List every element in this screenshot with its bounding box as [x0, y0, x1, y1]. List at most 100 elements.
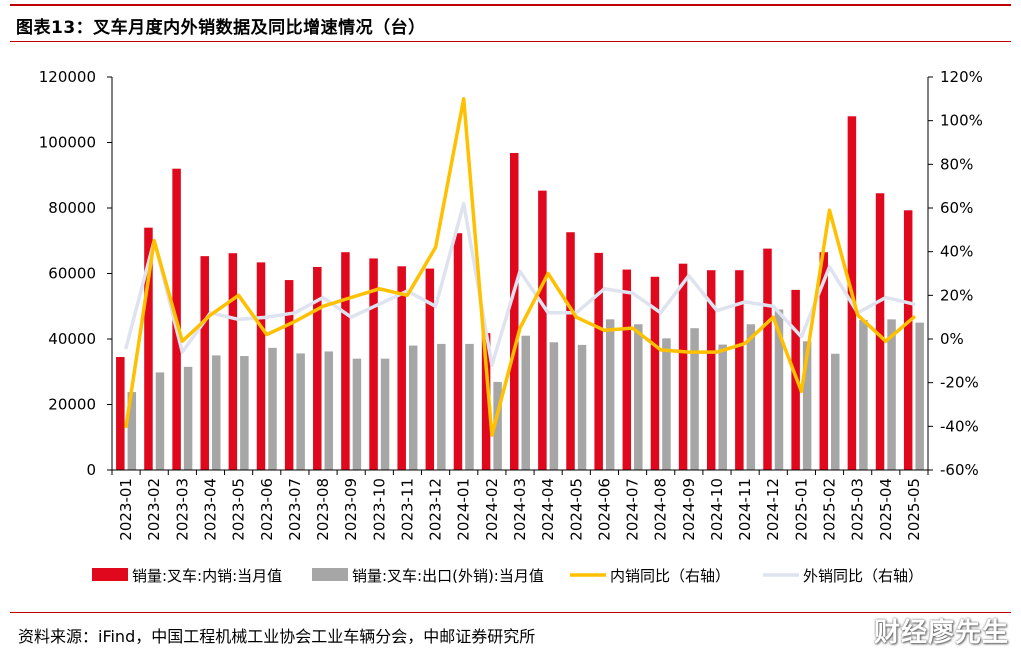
- right-y-axis: -60% -40% -20% 0% 20% 40% 60% 80% 100% 120%: [927, 68, 983, 479]
- bar-export-sales: [802, 341, 812, 470]
- bottom-rule: [10, 612, 1011, 613]
- legend-swatch: [92, 568, 128, 581]
- legend-label: 内销同比（右轴）: [610, 567, 730, 585]
- bar-export-sales: [859, 320, 868, 470]
- legend-item: 外销同比（右轴）: [763, 567, 923, 585]
- bar-domestic-sales: [903, 210, 913, 471]
- bar-domestic-sales: [144, 227, 153, 470]
- chart-title: 图表13：叉车月度内外销数据及同比增速情况（台）: [16, 18, 426, 38]
- x-axis-tick-label: 2025-05: [905, 478, 923, 541]
- bar-export-sales: [465, 343, 474, 470]
- bar-export-sales: [183, 366, 193, 470]
- x-axis-tick-label: 2024-12: [764, 478, 782, 541]
- x-axis-tick-label: 2024-04: [539, 478, 557, 541]
- bar-series: [116, 116, 924, 471]
- bar-export-sales: [380, 358, 390, 470]
- right-axis-tick-label: 80%: [940, 155, 973, 173]
- x-axis-tick-label: 2024-05: [567, 478, 585, 541]
- legend-label: 外销同比（右轴）: [803, 567, 923, 585]
- bar-domestic-sales: [228, 253, 238, 470]
- right-axis-tick-label: 60%: [940, 199, 973, 217]
- title-rule: [10, 41, 1011, 42]
- bar-export-sales: [774, 309, 784, 470]
- bar-export-sales: [408, 345, 418, 470]
- x-axis-tick-label: 2023-09: [342, 478, 360, 541]
- x-axis-tick-label: 2023-10: [370, 478, 388, 541]
- x-axis-tick-label: 2023-07: [286, 478, 304, 541]
- legend-item: 销量:叉车:出口(外销):当月值: [312, 567, 544, 585]
- x-axis-tick-label: 2024-03: [511, 478, 529, 541]
- bar-domestic-sales: [594, 252, 603, 470]
- bar-domestic-sales: [763, 248, 772, 470]
- x-axis-tick-label: 2024-11: [736, 478, 754, 541]
- bar-export-sales: [240, 356, 249, 470]
- bar-domestic-sales: [678, 263, 688, 470]
- right-axis-tick-label: -40%: [940, 417, 979, 435]
- x-axis-tick-label: 2023-03: [173, 478, 191, 541]
- right-axis-tick-label: 120%: [940, 68, 983, 86]
- left-axis-tick-label: 20000: [48, 396, 96, 414]
- bar-domestic-sales: [819, 252, 829, 470]
- legend-label: 销量:叉车:内销:当月值: [132, 567, 282, 585]
- x-axis-tick-label: 2024-08: [652, 478, 670, 541]
- bar-domestic-sales: [875, 193, 885, 470]
- bar-export-sales: [662, 338, 671, 470]
- left-axis-tick-label: 40000: [48, 330, 96, 348]
- x-axis-tick-label: 2025-04: [877, 478, 895, 541]
- x-axis-tick-label: 2023-01: [117, 478, 135, 541]
- bar-export-sales: [352, 358, 362, 470]
- left-y-axis: 0 20000 40000 60000 80000 100000 120000: [39, 68, 113, 479]
- bar-domestic-sales: [735, 270, 744, 470]
- watermark: 财经廖先生: [873, 618, 1009, 648]
- bar-domestic-sales: [200, 256, 209, 470]
- right-axis-tick-label: -20%: [940, 374, 979, 392]
- bar-domestic-sales: [706, 270, 716, 470]
- bar-domestic-sales: [538, 190, 547, 470]
- bar-export-sales: [746, 324, 756, 470]
- bar-export-sales: [831, 353, 840, 470]
- bar-domestic-sales: [481, 333, 491, 470]
- bar-domestic-sales: [566, 232, 575, 470]
- bar-export-sales: [324, 351, 334, 470]
- bar-export-sales: [915, 322, 924, 470]
- x-axis-tick-label: 2025-01: [792, 478, 810, 541]
- x-axis-tick-label: 2023-04: [201, 478, 219, 541]
- x-axis-tick-label: 2024-10: [708, 478, 726, 541]
- bar-export-sales: [718, 344, 727, 470]
- x-axis-tick-label: 2024-06: [595, 478, 613, 541]
- bar-domestic-sales: [650, 276, 660, 470]
- bar-domestic-sales: [284, 280, 294, 470]
- bar-export-sales: [493, 381, 502, 470]
- x-axis-tick-label: 2025-02: [821, 478, 839, 541]
- bar-export-sales: [634, 324, 643, 470]
- bar-domestic-sales: [341, 252, 350, 470]
- bar-export-sales: [155, 372, 165, 470]
- x-axis-tick-label: 2024-07: [624, 478, 642, 541]
- x-axis-tick-label: 2023-06: [258, 478, 276, 541]
- bar-export-sales: [605, 319, 615, 470]
- left-axis-tick-label: 0: [86, 461, 96, 479]
- bar-domestic-sales: [116, 357, 125, 470]
- bar-domestic-sales: [256, 262, 266, 470]
- x-axis-tick-label: 2024-01: [455, 478, 473, 541]
- left-axis-tick-label: 100000: [39, 134, 96, 152]
- right-axis-tick-label: 100%: [940, 112, 983, 130]
- left-axis-tick-label: 120000: [39, 68, 96, 86]
- right-axis-tick-label: 20%: [940, 286, 973, 304]
- line-domestic-yoy: [124, 97, 916, 437]
- bar-export-sales: [690, 328, 699, 470]
- right-axis-tick-label: 0%: [940, 330, 964, 348]
- x-axis-tick-label: 2024-09: [680, 478, 698, 541]
- bar-domestic-sales: [425, 268, 435, 470]
- bar-export-sales: [127, 392, 137, 470]
- x-axis-tick-label: 2023-08: [314, 478, 332, 541]
- left-axis-tick-label: 60000: [48, 265, 96, 283]
- left-axis-tick-label: 80000: [48, 199, 96, 217]
- top-rule: [10, 4, 1011, 6]
- bar-export-sales: [549, 342, 559, 470]
- legend-item: 内销同比（右轴）: [570, 567, 730, 585]
- legend-swatch: [312, 568, 348, 581]
- bar-export-sales: [437, 343, 446, 470]
- right-axis-tick-label: -60%: [940, 461, 979, 479]
